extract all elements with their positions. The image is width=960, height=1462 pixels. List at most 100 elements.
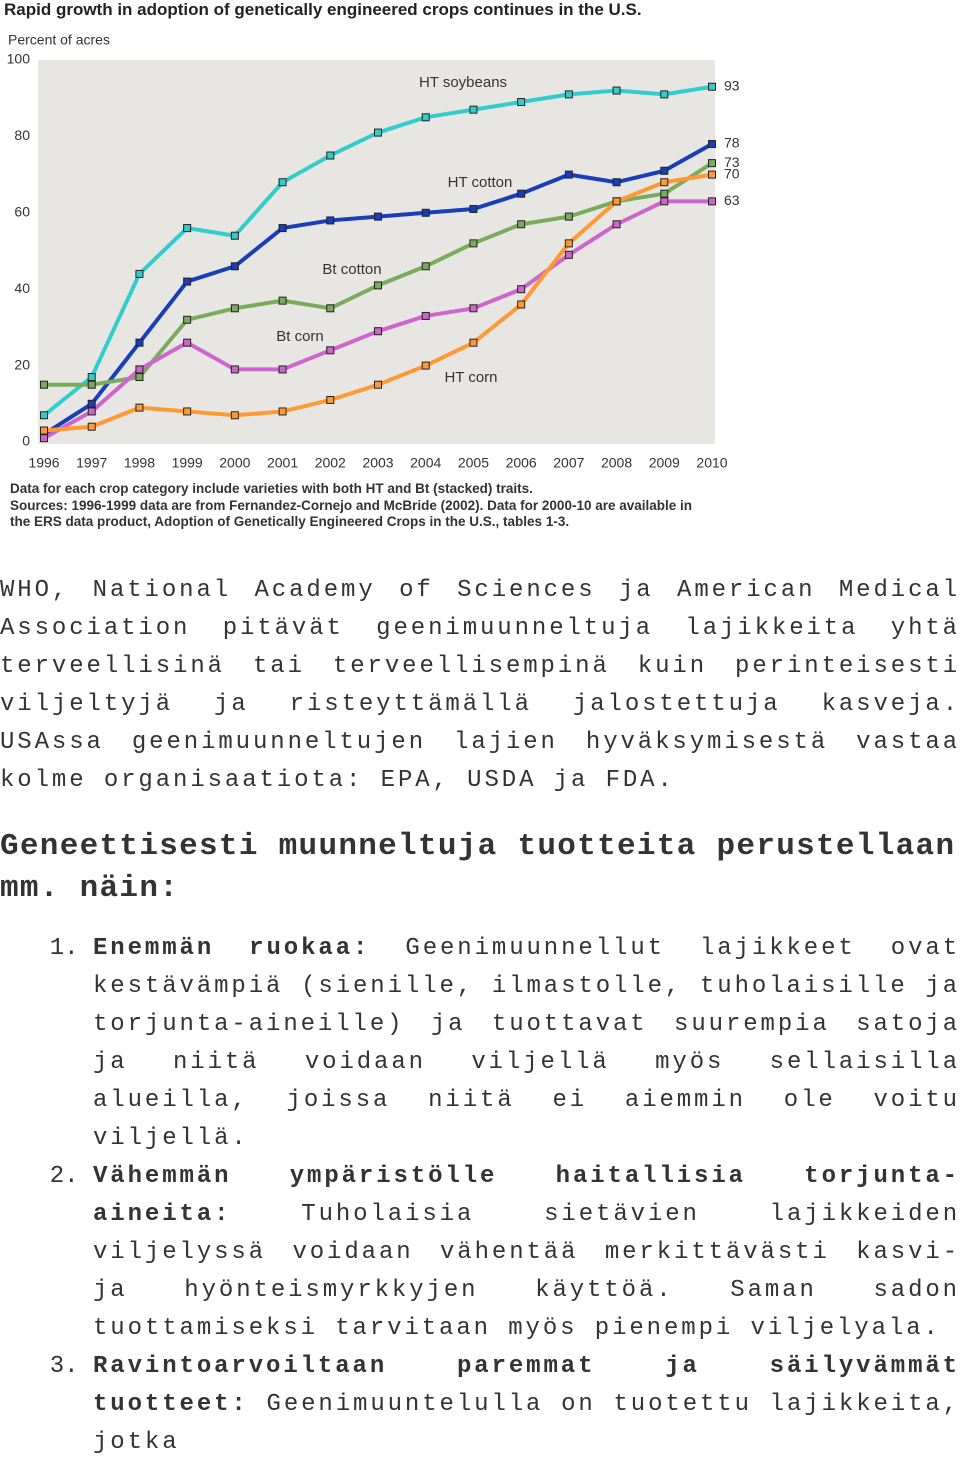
- series-label: Bt corn: [276, 328, 324, 345]
- x-tick-label: 2008: [601, 455, 632, 471]
- heading: Geneettisesti muunneltuja tuotteita peru…: [0, 829, 956, 906]
- end-value-label: 78: [724, 135, 740, 151]
- marker: [278, 296, 287, 305]
- marker: [708, 82, 716, 91]
- marker: [660, 90, 669, 99]
- marker: [612, 178, 621, 187]
- marker: [517, 300, 526, 309]
- x-tick-label: 2000: [219, 455, 250, 471]
- list-item: Ravintoarvoiltaan paremmat ja säilyvämmä…: [93, 1348, 960, 1462]
- marker: [612, 220, 621, 229]
- end-value-label: 70: [724, 165, 740, 181]
- marker: [564, 170, 573, 179]
- y-tick-label: 0: [22, 433, 30, 449]
- marker: [517, 220, 526, 229]
- x-tick-label: 2010: [696, 455, 727, 471]
- marker: [278, 407, 287, 416]
- x-tick-label: 2006: [506, 455, 537, 471]
- end-value-label: 93: [724, 77, 740, 93]
- list-item-text: Geenimuunnellut lajikkeet ovat kestävämp…: [93, 935, 960, 1152]
- x-tick-label: 2005: [458, 455, 489, 471]
- y-tick-label: 100: [7, 51, 31, 67]
- marker: [564, 90, 573, 99]
- marker: [421, 361, 430, 370]
- marker: [230, 304, 239, 313]
- marker: [469, 338, 478, 347]
- marker: [326, 216, 335, 225]
- x-tick-label: 2004: [410, 455, 441, 471]
- marker: [469, 304, 478, 313]
- marker: [135, 269, 144, 278]
- list-item: Enemmän ruokaa: Geenimuunnellut lajikkee…: [93, 930, 960, 1158]
- chart-title: Rapid growth in adoption of genetically …: [4, 0, 642, 19]
- series-label: HT soybeans: [419, 74, 507, 91]
- marker: [326, 346, 335, 355]
- marker: [87, 373, 96, 382]
- marker: [374, 327, 382, 336]
- note: Sources: 1996-1999 data are from Fernand…: [10, 497, 693, 530]
- marker: [660, 197, 669, 206]
- list-item-text: Tuholaisia sietävien lajikkeiden viljely…: [93, 1201, 960, 1342]
- marker: [421, 262, 430, 271]
- marker: [374, 380, 382, 389]
- paragraph: WHO, National Academy of Sciences ja Ame…: [0, 577, 960, 794]
- marker: [326, 395, 335, 404]
- series-label: Bt cotton: [322, 261, 381, 278]
- chart-figure: Rapid growth in adoption of genetically …: [0, 0, 760, 545]
- marker: [87, 399, 96, 408]
- marker: [230, 411, 239, 420]
- marker: [469, 239, 478, 248]
- end-value-label: 73: [724, 154, 740, 170]
- marker: [374, 128, 382, 137]
- marker: [230, 365, 239, 374]
- marker: [183, 407, 192, 416]
- plot-background: [38, 60, 715, 444]
- x-tick-label: 1998: [124, 455, 155, 471]
- marker: [135, 365, 144, 374]
- marker: [374, 281, 382, 290]
- marker: [135, 403, 144, 412]
- article: WHO, National Academy of Sciences ja Ame…: [0, 572, 960, 1462]
- y-tick-label: 80: [14, 127, 30, 143]
- page: Rapid growth in adoption of genetically …: [0, 0, 960, 1386]
- marker: [87, 407, 96, 416]
- x-tick-label: 2009: [649, 455, 680, 471]
- x-tick-label: 2003: [362, 455, 393, 471]
- marker: [374, 212, 382, 221]
- marker: [564, 239, 573, 248]
- marker: [421, 208, 430, 217]
- marker: [278, 365, 287, 374]
- marker: [708, 197, 716, 206]
- marker: [40, 426, 48, 435]
- list: Enemmän ruokaa: Geenimuunnellut lajikkee…: [0, 930, 960, 1462]
- marker: [183, 338, 192, 347]
- marker: [517, 285, 526, 294]
- chart-notes: Data for each crop category include vari…: [10, 481, 710, 531]
- list-item: Vähemmän ympäristölle haitallisia torjun…: [93, 1158, 960, 1348]
- marker: [40, 380, 48, 389]
- marker: [612, 86, 621, 95]
- marker: [326, 151, 335, 160]
- marker: [278, 224, 287, 233]
- x-tick-label: 1996: [28, 455, 59, 471]
- chart: Percent of acres 0 20 40 60 80 100 1996 1997 199…: [7, 32, 740, 471]
- marker: [278, 178, 287, 187]
- marker: [708, 140, 716, 149]
- marker: [708, 159, 716, 168]
- marker: [326, 304, 335, 313]
- marker: [230, 231, 239, 240]
- marker: [469, 204, 478, 213]
- marker: [564, 212, 573, 221]
- marker: [421, 113, 430, 122]
- marker: [660, 189, 669, 198]
- marker: [469, 105, 478, 114]
- marker: [135, 338, 144, 347]
- marker: [517, 189, 526, 198]
- marker: [183, 224, 192, 233]
- end-value-label: 63: [724, 192, 740, 208]
- series-label: HT corn: [444, 369, 497, 386]
- marker: [708, 170, 716, 179]
- marker: [183, 277, 192, 286]
- y-tick-label: 60: [14, 204, 30, 220]
- marker: [87, 380, 96, 389]
